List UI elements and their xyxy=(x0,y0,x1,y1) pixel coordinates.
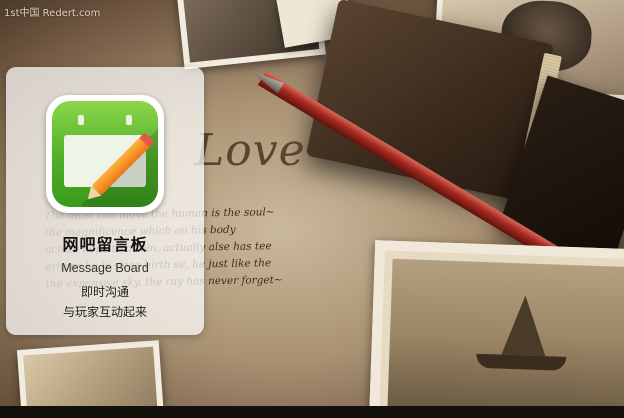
card-description-line-1: 即时沟通 xyxy=(80,285,129,299)
message-board-icon[interactable] xyxy=(46,95,164,213)
ship-photo xyxy=(368,240,624,418)
love-heading: Love xyxy=(195,125,306,176)
card-description-line-2: 与玩家互动起来 xyxy=(62,305,147,319)
bottom-bar xyxy=(0,406,624,418)
card-title: 网吧留言板 xyxy=(62,235,148,254)
card-subtitle: Message Board xyxy=(61,261,149,275)
watermark-text: 1st中国 Redert.com xyxy=(4,8,101,19)
message-board-card[interactable]: 网吧留言板 Message Board 即时沟通 与玩家互动起来 xyxy=(6,67,204,335)
